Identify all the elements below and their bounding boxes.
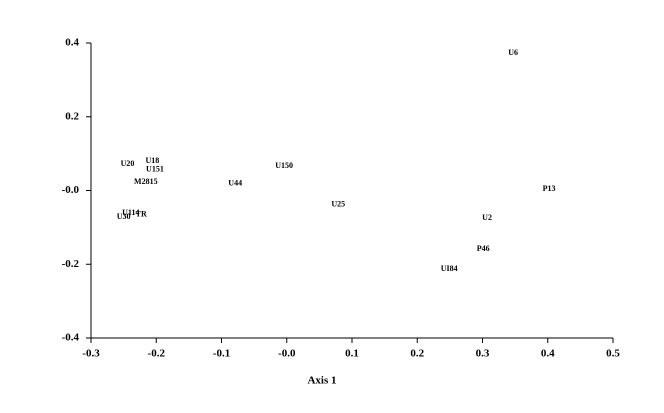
- point-label: TR: [136, 209, 147, 218]
- point-label: U20: [121, 159, 135, 168]
- y-tick-label: -0.4: [62, 332, 80, 344]
- x-tick-label: 0.1: [345, 348, 359, 360]
- x-axis-title: Axis 1: [307, 375, 336, 387]
- y-tick-label: -0.2: [62, 258, 80, 270]
- point-label: U150: [275, 161, 293, 170]
- point-label: U114: [122, 208, 139, 217]
- point-label: U6: [508, 48, 518, 57]
- x-tick-label: -0.0: [278, 348, 296, 360]
- y-tick-label: 0.2: [65, 110, 79, 122]
- point-label: U25: [331, 200, 345, 209]
- point-label: U151: [146, 165, 164, 174]
- x-tick-label: -0.3: [82, 348, 100, 360]
- y-tick-label: -0.0: [62, 184, 80, 196]
- x-tick-label: 0.2: [410, 348, 424, 360]
- point-label: U30: [117, 212, 131, 221]
- point-label: U44: [228, 179, 242, 188]
- x-tick-label: 0.5: [606, 348, 620, 360]
- point-label: P13: [543, 184, 556, 193]
- x-tick-label: 0.3: [476, 348, 490, 360]
- y-tick-label: 0.4: [65, 37, 79, 49]
- point-label: UI84: [441, 264, 458, 273]
- x-tick-label: -0.1: [213, 348, 230, 360]
- point-label: U18: [145, 156, 159, 165]
- point-label: P46: [477, 244, 490, 253]
- point-label: M2815: [134, 177, 158, 186]
- x-tick-label: -0.2: [148, 348, 166, 360]
- point-label: U2: [482, 213, 492, 222]
- x-tick-label: 0.4: [541, 348, 555, 360]
